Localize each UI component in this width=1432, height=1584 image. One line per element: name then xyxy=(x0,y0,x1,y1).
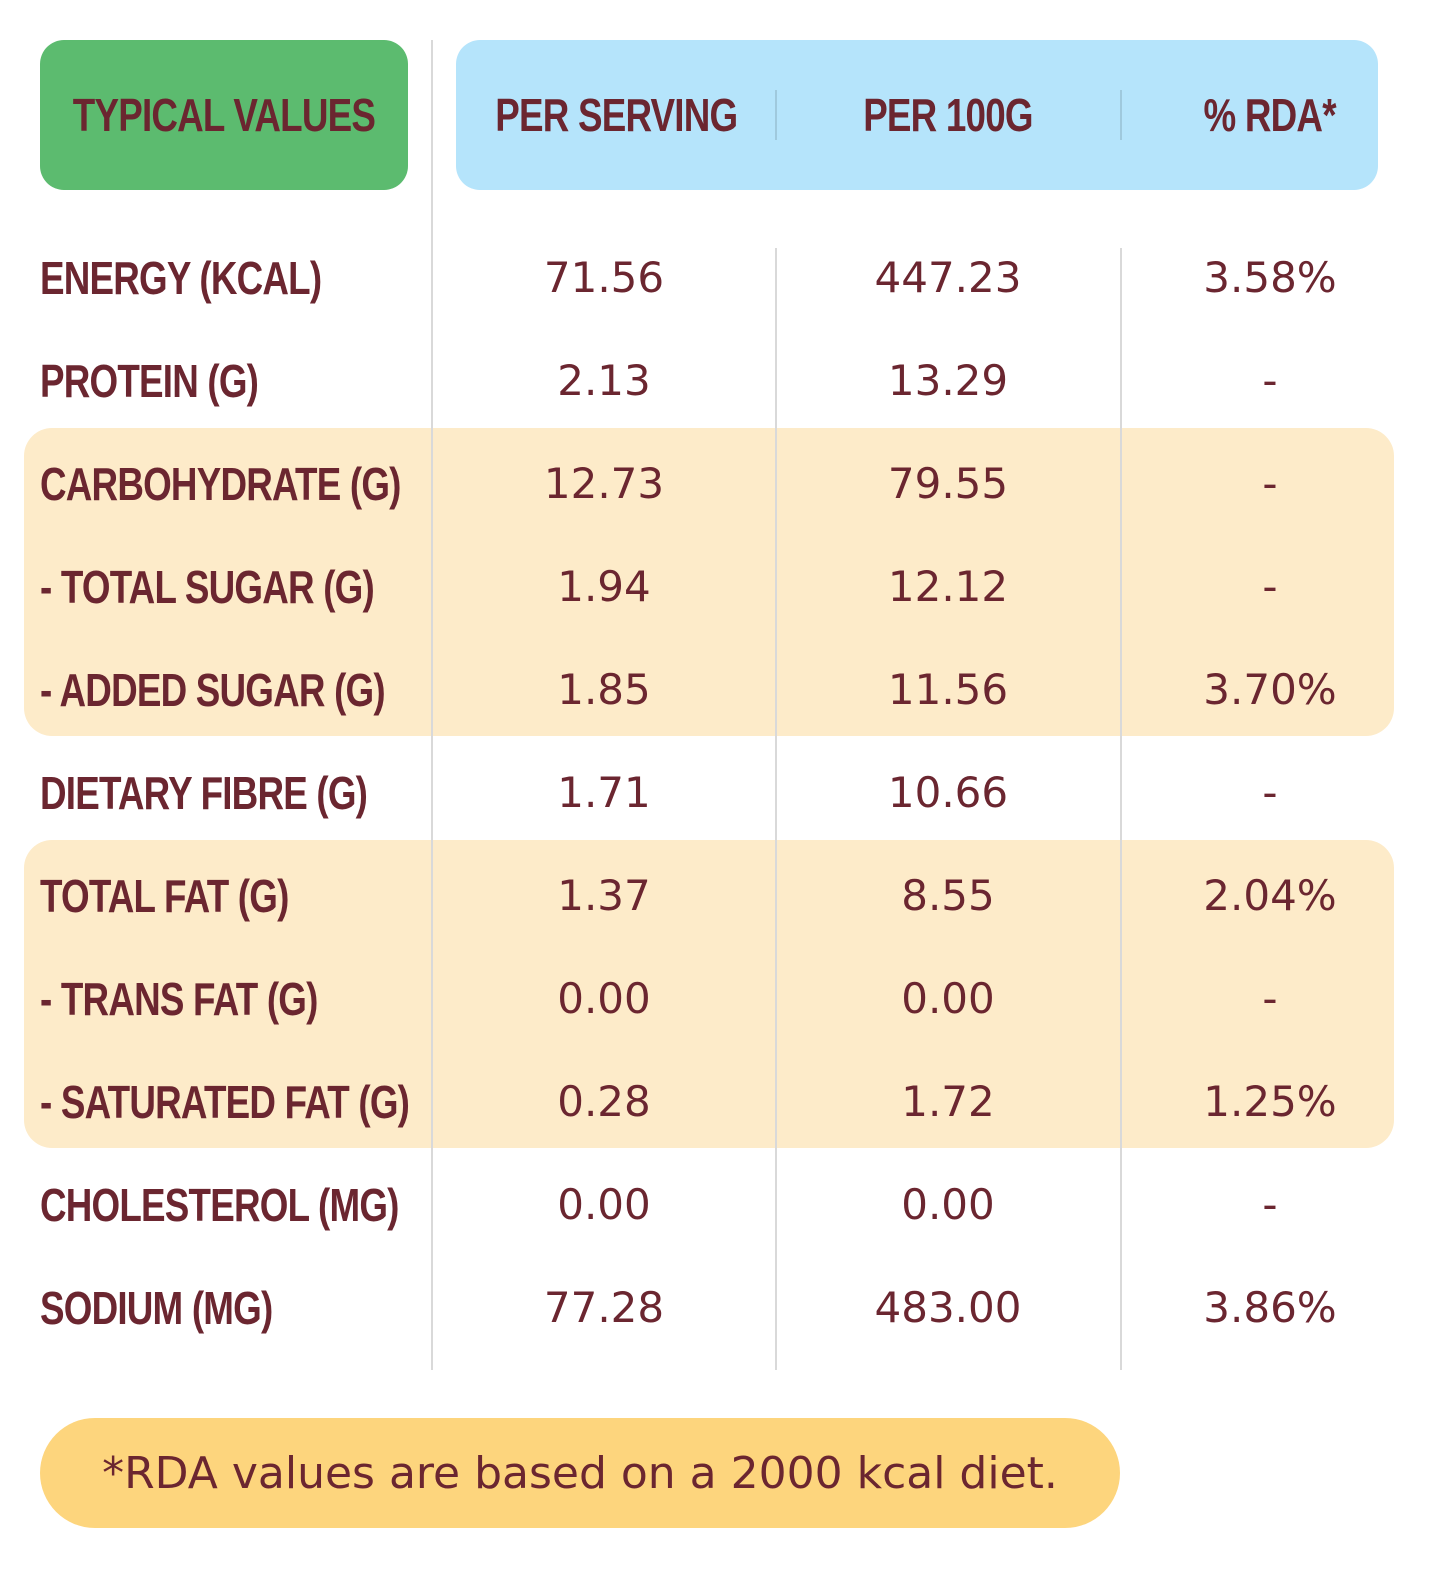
carbohydrate-band xyxy=(24,428,1394,736)
per-serving-value: 1.85 xyxy=(557,665,651,714)
row-label: CHOLESTEROL (MG) xyxy=(40,1178,399,1231)
per-100g-header: PER 100G xyxy=(776,40,1120,190)
per-serving-value: 0.28 xyxy=(557,1077,651,1126)
rda-value: 1.25% xyxy=(1203,1077,1337,1126)
per-100g-value: 79.55 xyxy=(887,459,1009,508)
table-row: TOTAL FAT (G) 1.37 8.55 2.04% xyxy=(0,844,1432,947)
per-serving-value: 1.94 xyxy=(557,562,651,611)
per-100g-value: 12.12 xyxy=(887,562,1009,611)
table-row: - TRANS FAT (G) 0.00 0.00 - xyxy=(0,947,1432,1050)
row-label: - TRANS FAT (G) xyxy=(40,972,318,1025)
rda-value: - xyxy=(1262,768,1278,817)
per-serving-value: 1.71 xyxy=(557,768,651,817)
rda-value: 2.04% xyxy=(1203,871,1337,920)
per-serving-value: 2.13 xyxy=(557,356,651,405)
rda-value: 3.86% xyxy=(1203,1283,1337,1332)
per-serving-value: 77.28 xyxy=(543,1283,665,1332)
table-row: - ADDED SUGAR (G) 1.85 11.56 3.70% xyxy=(0,638,1432,741)
rda-value: - xyxy=(1262,1180,1278,1229)
column-divider xyxy=(431,40,433,1370)
per-100g-value: 11.56 xyxy=(887,665,1009,714)
rda-footnote: *RDA values are based on a 2000 kcal die… xyxy=(40,1418,1120,1528)
row-label: - TOTAL SUGAR (G) xyxy=(40,560,375,613)
table-row: - TOTAL SUGAR (G) 1.94 12.12 - xyxy=(0,535,1432,638)
per-serving-value: 71.56 xyxy=(543,253,665,302)
table-row: CHOLESTEROL (MG) 0.00 0.00 - xyxy=(0,1153,1432,1256)
typical-values-header: TYPICAL VALUES xyxy=(40,40,408,190)
rda-value: - xyxy=(1262,562,1278,611)
typical-values-label: TYPICAL VALUES xyxy=(72,89,376,141)
table-row: SODIUM (MG) 77.28 483.00 3.86% xyxy=(0,1256,1432,1359)
per-100g-value: 447.23 xyxy=(874,253,1022,302)
row-label: ENERGY (KCAL) xyxy=(40,251,322,304)
per-serving-value: 0.00 xyxy=(557,974,651,1023)
per-100g-value: 1.72 xyxy=(901,1077,995,1126)
rda-value: - xyxy=(1262,459,1278,508)
row-label: - ADDED SUGAR (G) xyxy=(40,663,386,716)
rda-value: 3.58% xyxy=(1203,253,1337,302)
row-label: CARBOHYDRATE (G) xyxy=(40,457,401,510)
column-divider xyxy=(1120,248,1122,1370)
fat-band xyxy=(24,840,1394,1148)
per-100g-value: 10.66 xyxy=(887,768,1009,817)
table-row: PROTEIN (G) 2.13 13.29 - xyxy=(0,329,1432,432)
per-serving-value: 0.00 xyxy=(557,1180,651,1229)
per-100g-label: PER 100G xyxy=(863,89,1033,141)
table-row: CARBOHYDRATE (G) 12.73 79.55 - xyxy=(0,432,1432,535)
column-headers: PER SERVING PER 100G % RDA* xyxy=(456,40,1378,190)
rda-value: - xyxy=(1262,356,1278,405)
header-divider xyxy=(1120,90,1122,140)
table-row: DIETARY FIBRE (G) 1.71 10.66 - xyxy=(0,741,1432,844)
column-divider xyxy=(775,248,777,1370)
rda-header: % RDA* xyxy=(1120,40,1420,190)
header-divider xyxy=(775,90,777,140)
table-row: ENERGY (KCAL) 71.56 447.23 3.58% xyxy=(0,226,1432,329)
row-label: PROTEIN (G) xyxy=(40,354,259,407)
rda-value: - xyxy=(1262,974,1278,1023)
row-label: - SATURATED FAT (G) xyxy=(40,1075,410,1128)
per-100g-value: 8.55 xyxy=(901,871,995,920)
per-100g-value: 13.29 xyxy=(887,356,1009,405)
row-label: SODIUM (MG) xyxy=(40,1281,273,1334)
per-serving-label: PER SERVING xyxy=(494,89,738,141)
per-100g-value: 0.00 xyxy=(901,974,995,1023)
per-serving-header: PER SERVING xyxy=(456,40,776,190)
rda-label: % RDA* xyxy=(1203,89,1337,141)
row-label: TOTAL FAT (G) xyxy=(40,869,289,922)
per-serving-value: 12.73 xyxy=(543,459,665,508)
rda-value: 3.70% xyxy=(1203,665,1337,714)
per-serving-value: 1.37 xyxy=(557,871,651,920)
per-100g-value: 0.00 xyxy=(901,1180,995,1229)
per-100g-value: 483.00 xyxy=(874,1283,1022,1332)
table-row: - SATURATED FAT (G) 0.28 1.72 1.25% xyxy=(0,1050,1432,1153)
row-label: DIETARY FIBRE (G) xyxy=(40,766,368,819)
